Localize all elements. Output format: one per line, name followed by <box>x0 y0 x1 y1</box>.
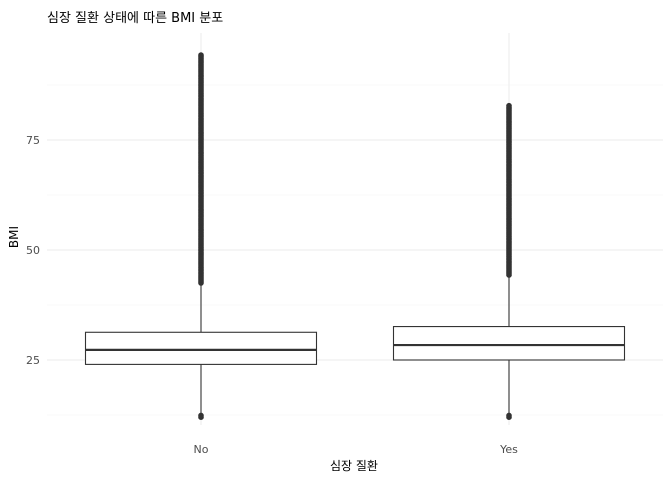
iqr-box <box>392 326 626 361</box>
box-group-yes <box>392 102 626 421</box>
x-tick-label: No <box>194 443 209 456</box>
box-plots <box>84 52 626 421</box>
outlier-point <box>198 412 204 419</box>
y-tick-label: 50 <box>26 244 40 257</box>
y-tick-label: 75 <box>26 134 40 147</box>
x-tick-label: Yes <box>499 443 518 456</box>
box-group-no <box>84 52 318 421</box>
outlier-point <box>506 102 512 109</box>
y-tick-label: 25 <box>26 354 40 367</box>
outlier-point <box>506 412 512 419</box>
y-axis-ticks: 25 50 75 <box>26 134 40 367</box>
y-axis-title: BMI <box>7 226 21 248</box>
iqr-box <box>84 331 318 365</box>
grid-lines <box>47 33 663 425</box>
chart-title: 심장 질환 상태에 따른 BMI 분포 <box>47 11 223 26</box>
x-axis-ticks: No Yes <box>194 443 519 456</box>
outlier-point <box>198 52 204 58</box>
x-axis-title: 심장 질환 <box>330 459 378 473</box>
